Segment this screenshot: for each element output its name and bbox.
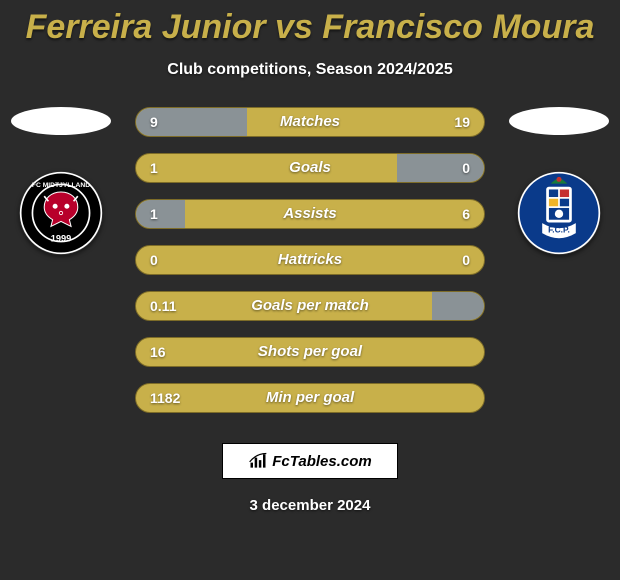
stat-row: 919Matches xyxy=(135,107,485,137)
stat-label: Hattricks xyxy=(136,246,484,274)
midtjylland-badge-icon: FC MIDTJYLLAND 1999 xyxy=(19,171,103,255)
left-side: FC MIDTJYLLAND 1999 xyxy=(6,107,116,255)
right-side: F.C.P. xyxy=(504,107,614,255)
svg-text:1999: 1999 xyxy=(51,234,72,244)
stat-bars: 919Matches 10Goals 16Assists 00Hattricks 0.1… xyxy=(135,107,485,429)
stat-row: 16Shots per goal xyxy=(135,337,485,367)
stat-label: Shots per goal xyxy=(136,338,484,366)
player-ellipse-right xyxy=(509,107,609,135)
stat-label: Goals per match xyxy=(136,292,484,320)
stat-row: 16Assists xyxy=(135,199,485,229)
stat-row: 00Hattricks xyxy=(135,245,485,275)
porto-badge-icon: F.C.P. xyxy=(517,171,601,255)
fctables-logo[interactable]: FcTables.com xyxy=(222,443,398,479)
svg-text:FC MIDTJYLLAND: FC MIDTJYLLAND xyxy=(32,182,90,189)
fctables-chart-icon xyxy=(248,451,268,471)
date-label: 3 december 2024 xyxy=(0,497,620,514)
stat-row: 1182Min per goal xyxy=(135,383,485,413)
stat-label: Assists xyxy=(136,200,484,228)
subtitle: Club competitions, Season 2024/2025 xyxy=(0,61,620,79)
team-badge-left: FC MIDTJYLLAND 1999 xyxy=(19,171,103,255)
stat-row: 0.11Goals per match xyxy=(135,291,485,321)
svg-text:F.C.P.: F.C.P. xyxy=(548,224,570,234)
team-badge-right: F.C.P. xyxy=(517,171,601,255)
stat-row: 10Goals xyxy=(135,153,485,183)
stat-label: Matches xyxy=(136,108,484,136)
fctables-logo-text: FcTables.com xyxy=(272,453,371,470)
page-title: Ferreira Junior vs Francisco Moura xyxy=(0,0,620,47)
player-ellipse-left xyxy=(11,107,111,135)
comparison-panel: FC MIDTJYLLAND 1999 xyxy=(0,107,620,427)
stat-label: Goals xyxy=(136,154,484,182)
stat-label: Min per goal xyxy=(136,384,484,412)
